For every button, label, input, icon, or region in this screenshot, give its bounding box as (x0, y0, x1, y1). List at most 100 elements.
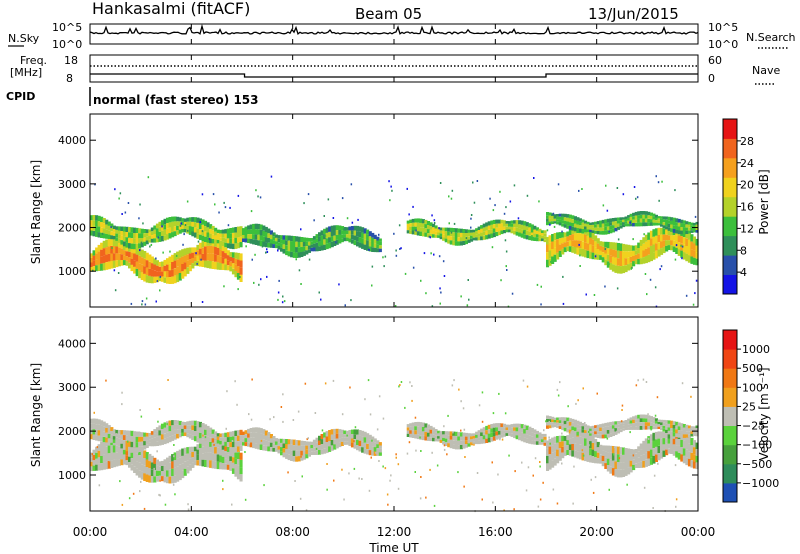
heatmap-cell (548, 461, 552, 470)
heatmap-cell (254, 234, 258, 240)
heatmap-cell (518, 427, 522, 432)
heatmap-cell (505, 427, 509, 431)
heatmap-cell (143, 450, 147, 459)
heatmap-cell (525, 235, 529, 240)
heatmap-cell (502, 423, 506, 427)
heatmap-cell (675, 247, 679, 254)
heatmap-cell (652, 222, 656, 226)
heatmap-cell (682, 223, 686, 228)
heatmap-cell (526, 194, 529, 197)
heatmap-cell (212, 193, 215, 196)
heatmap-cell (639, 461, 643, 468)
heatmap-cell (209, 261, 213, 269)
heatmap-cell (234, 447, 238, 453)
heatmap-cell (629, 245, 633, 252)
heatmap-cell (444, 235, 448, 239)
ytick-label: 3000 (58, 381, 86, 394)
heatmap-cell (213, 443, 215, 446)
heatmap-cell (637, 258, 641, 265)
heatmap-cell (563, 232, 567, 238)
heatmap-cell (173, 221, 177, 227)
heatmap-cell (563, 424, 567, 428)
heatmap-cell (305, 454, 309, 459)
heatmap-cell (609, 222, 613, 226)
heatmap-cell (226, 449, 230, 455)
heatmap-cell (687, 458, 691, 467)
heatmap-cell (181, 428, 185, 433)
heatmap-cell (290, 455, 294, 461)
heatmap-cell (556, 417, 560, 421)
heatmap-cell (563, 445, 567, 451)
heatmap-cell (92, 260, 96, 267)
heatmap-cell (193, 252, 197, 257)
heatmap-cell (115, 260, 119, 268)
colorbar-swatch (723, 406, 737, 426)
heatmap-cell (520, 220, 524, 225)
heatmap-cell (586, 221, 590, 225)
heatmap-cell (125, 237, 129, 243)
heatmap-cell (619, 225, 623, 229)
heatmap-cell (670, 434, 674, 439)
heatmap-cell (155, 470, 159, 477)
heatmap-cell (677, 218, 681, 223)
heatmap-cell (624, 258, 628, 266)
heatmap-cell (670, 420, 674, 425)
heatmap-cell (414, 222, 418, 227)
heatmap-cell (634, 453, 638, 459)
heatmap-cell (341, 197, 344, 200)
heatmap-cell (183, 429, 187, 433)
heatmap-cell (341, 413, 344, 416)
heatmap-cell (513, 220, 517, 224)
heatmap-cell (464, 456, 466, 458)
heatmap-cell (690, 437, 694, 446)
heatmap-cell (672, 229, 676, 233)
heatmap-cell (176, 266, 180, 275)
heatmap-cell (128, 227, 132, 233)
heatmap-cell (92, 449, 96, 455)
heatmap-cell (538, 235, 542, 239)
heatmap-cell (652, 252, 656, 260)
heatmap-cell (297, 410, 300, 413)
heatmap-cell (145, 240, 149, 245)
heatmap-cell (133, 466, 137, 473)
heatmap-cell (409, 381, 411, 384)
heatmap-cell (649, 426, 653, 430)
heatmap-cell (591, 230, 595, 233)
heatmap-cell (163, 422, 167, 428)
heatmap-cell (540, 238, 544, 242)
heatmap-cell (462, 444, 466, 449)
heatmap-cell (188, 221, 192, 227)
heatmap-cell (624, 425, 628, 428)
heatmap-cell (690, 431, 694, 434)
heatmap-cell (639, 418, 643, 423)
heatmap-cell (652, 448, 656, 456)
heatmap-cell (633, 186, 636, 188)
heatmap-cell (120, 447, 124, 454)
heatmap-cell (318, 440, 322, 446)
heatmap-cell (642, 440, 646, 448)
heatmap-cell (548, 446, 552, 455)
heatmap-cell (318, 435, 322, 441)
heatmap-cell (437, 229, 441, 233)
heatmap-cell (692, 431, 696, 434)
heatmap-cell (163, 277, 167, 283)
heatmap-cell (654, 250, 658, 259)
heatmap-cell (454, 445, 458, 450)
heatmap-cell (604, 227, 608, 231)
heatmap-cell (148, 229, 152, 233)
heatmap-cell (657, 462, 659, 465)
heatmap-cell (272, 240, 276, 245)
heatmap-cell (313, 219, 315, 222)
heatmap-cell (121, 228, 123, 231)
colorbar-tick-label: 100 (742, 381, 763, 394)
heatmap-cell (681, 257, 683, 260)
heatmap-cell (171, 232, 175, 238)
heatmap-cell (163, 218, 167, 225)
heatmap-cell (119, 480, 121, 483)
heatmap-cell (660, 265, 663, 268)
heatmap-cell (462, 229, 466, 233)
heatmap-cell (107, 246, 111, 254)
heatmap-cell (191, 435, 195, 440)
heatmap-cell (209, 253, 213, 261)
heatmap-cell (282, 235, 286, 240)
